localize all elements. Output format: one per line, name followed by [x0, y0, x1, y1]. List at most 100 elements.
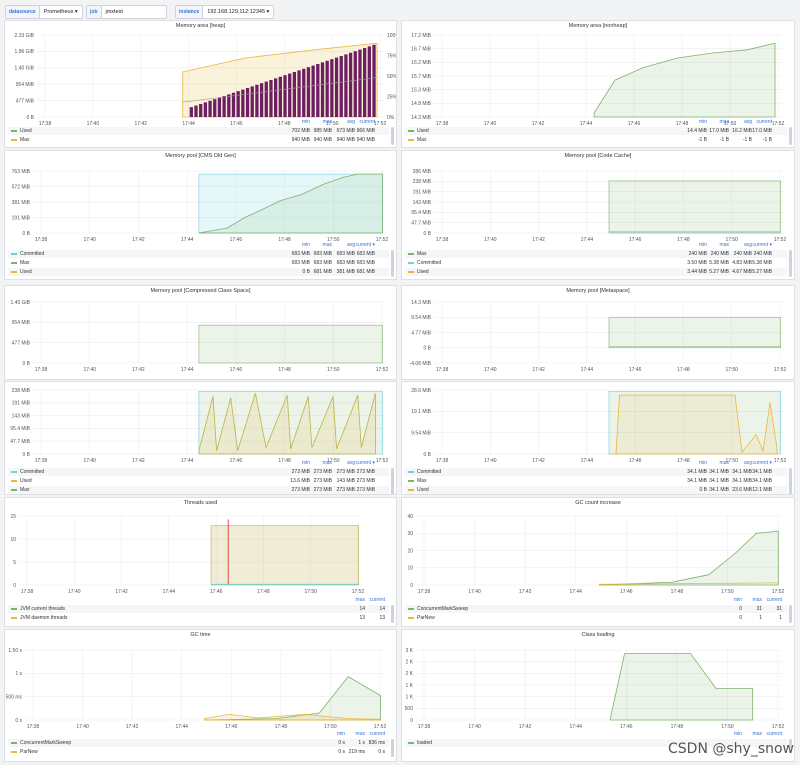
legend-header-current[interactable]: current: [756, 119, 772, 125]
legend-header-current[interactable]: current: [766, 597, 782, 603]
panel-survivor[interactable]: 28.6 MiB 19.1 MiB 9.54 MiB 0 B 17:38 17:40 17:…: [401, 381, 795, 495]
graph-gctime[interactable]: 1.50 s 1 s 500 ms 0 s 17:38 17:40 17:42 17:44 17…: [5, 630, 397, 762]
legend-series-name[interactable]: ConcurrentMarkSweep: [417, 606, 469, 612]
instance-variable[interactable]: instance 192.168.129.112:12345 ▾: [175, 5, 275, 19]
legend-header-max[interactable]: max: [719, 242, 729, 248]
panel-ccs[interactable]: Memory pool [Compressed Class Space] 1.40…: [4, 285, 397, 380]
legend-scrollbar[interactable]: [391, 468, 394, 494]
legend-scrollbar[interactable]: [789, 250, 792, 277]
panel-oldgen[interactable]: Memory pool [CMS Old Gen] 763 MiB 572 MiB 3…: [4, 150, 397, 280]
legend-header-max[interactable]: max: [752, 731, 762, 737]
graph-heap[interactable]: 2.33 GiB 1.86 GiB 1.40 GiB 954 MiB 477 MiB 0 …: [5, 21, 397, 148]
legend-series-name[interactable]: Committed: [417, 469, 442, 475]
graph-oldgen[interactable]: 763 MiB 572 MiB 381 MiB 191 MiB 0 B 17:38 17:4…: [5, 151, 397, 280]
legend-row[interactable]: Used 14.4 MiB 17.0 MiB 16.2 MiB 17.0 MiB: [405, 127, 787, 135]
legend-series-name[interactable]: ParNew: [20, 749, 38, 755]
legend-header-max[interactable]: max: [322, 242, 332, 248]
legend-header-min[interactable]: min: [301, 460, 310, 466]
legend-row[interactable]: Max 940 MiB 940 MiB 940 MiB 940 MiB: [8, 136, 389, 144]
panel-nonheap[interactable]: Memory area [nonheap] 17.2 MiB 16.7 MiB 16.…: [401, 20, 795, 148]
panel-title[interactable]: Memory pool [Code Cache]: [564, 153, 632, 159]
panel-eden[interactable]: 238 MiB 191 MiB 143 MiB 95.4 MiB 47.7 MiB 0 B…: [4, 381, 397, 495]
legend-row[interactable]: Committed 34.1 MiB 34.1 MiB 34.1 MiB 34.1 Mi…: [405, 468, 787, 476]
legend-series-name[interactable]: Used: [20, 269, 32, 275]
legend-row[interactable]: Max 34.1 MiB 34.1 MiB 34.1 MiB 34.1 MiB: [405, 477, 787, 485]
legend-scrollbar[interactable]: [391, 127, 394, 145]
legend-series-name[interactable]: Committed: [20, 469, 45, 475]
legend-row[interactable]: ConcurrentMarkSweep 0 s 1 s 836 ms: [8, 739, 389, 747]
legend-series-name[interactable]: JVM current threads: [20, 606, 66, 612]
legend-header-max[interactable]: max: [322, 460, 332, 466]
legend-series-name[interactable]: Max: [417, 137, 427, 143]
legend-header-avg[interactable]: avg: [743, 242, 752, 248]
legend-series-name[interactable]: Max: [20, 137, 30, 143]
legend-header-max[interactable]: max: [719, 460, 729, 466]
legend-header-max[interactable]: max: [752, 597, 762, 603]
panel-heap[interactable]: Memory area [heap] 2.33 GiB 1.86 GiB 1.40 G…: [4, 20, 397, 148]
legend-row[interactable]: JVM current threads 14 14: [8, 605, 389, 613]
legend-row[interactable]: Committed 273 MiB 273 MiB 273 MiB 273 MiB: [8, 468, 389, 476]
panel-title[interactable]: Memory area [nonheap]: [568, 23, 628, 29]
legend-header-current[interactable]: current: [369, 597, 385, 603]
legend-header-avg[interactable]: avg: [346, 242, 355, 248]
legend-series-name[interactable]: loaded: [417, 740, 433, 746]
legend-row[interactable]: Committed 3.50 MiB 5.38 MiB 4.83 MiB 5.38 Mi…: [405, 259, 787, 267]
graph-nonheap[interactable]: 17.2 MiB 16.7 MiB 16.2 MiB 15.7 MiB 15.3 MiB…: [402, 21, 795, 148]
legend-scrollbar[interactable]: [391, 250, 394, 277]
graph-classload[interactable]: 3 K 2 K 2 K 1 K 1 K 500 0 17:38 17:40 17:42 17:44 1…: [402, 630, 795, 762]
legend-header-current[interactable]: current: [359, 119, 375, 125]
graph-codecache[interactable]: 286 MiB 238 MiB 191 MiB 143 MiB 95.4 MiB 47.7…: [402, 151, 795, 280]
legend-scrollbar[interactable]: [391, 605, 394, 623]
job-variable[interactable]: job jmxtest: [86, 5, 167, 19]
legend-series-name[interactable]: Max: [20, 260, 30, 266]
legend-row[interactable]: Committed 683 MiB 683 MiB 683 MiB 683 MiB: [8, 250, 389, 258]
legend-header-current[interactable]: current: [369, 731, 385, 737]
legend-series-name[interactable]: Max: [417, 251, 427, 257]
legend-row[interactable]: JVM daemon threads 13 13: [8, 614, 389, 622]
panel-title[interactable]: Memory area [heap]: [175, 23, 226, 29]
legend-header-max[interactable]: max: [355, 731, 365, 737]
panel-threads[interactable]: Threads used 15 10 5 0 17:38 17:40 17:42 17:44 17…: [4, 497, 397, 627]
legend-header-current[interactable]: current ▾: [355, 242, 375, 248]
panel-gccount[interactable]: GC count increase 40 30 20 10 0 17:38 17:40 17:4…: [401, 497, 795, 627]
legend-header-min[interactable]: min: [301, 119, 310, 125]
legend-series-name[interactable]: Committed: [20, 251, 45, 257]
legend-scrollbar[interactable]: [789, 739, 792, 748]
legend-series-name[interactable]: Max: [20, 487, 30, 493]
datasource-select[interactable]: Prometheus ▾: [43, 9, 78, 15]
legend-header-avg[interactable]: avg: [743, 119, 752, 125]
legend-row[interactable]: Max 240 MiB 240 MiB 240 MiB 240 MiB: [405, 250, 787, 258]
legend-series-name[interactable]: Used: [20, 128, 32, 134]
legend-series-name[interactable]: ConcurrentMarkSweep: [20, 740, 72, 746]
datasource-variable[interactable]: datasource Prometheus ▾: [5, 5, 83, 19]
legend-header-current[interactable]: current: [766, 731, 782, 737]
legend-header-min[interactable]: min: [301, 242, 310, 248]
legend-row[interactable]: ParNew 0 1 1: [405, 614, 787, 622]
graph-threads[interactable]: 15 10 5 0 17:38 17:40 17:42 17:44 17:46 17:48 17:5…: [5, 498, 397, 627]
legend-header-min[interactable]: min: [698, 242, 707, 248]
panel-codecache[interactable]: Memory pool [Code Cache] 286 MiB 238 MiB 19…: [401, 150, 795, 280]
legend-row[interactable]: Max -1 B -1 B -1 B -1 B: [405, 136, 787, 144]
legend-header-min[interactable]: min: [698, 119, 707, 125]
graph-survivor[interactable]: 28.6 MiB 19.1 MiB 9.54 MiB 0 B 17:38 17:40 17:…: [402, 382, 795, 495]
legend-header-avg[interactable]: avg: [743, 460, 752, 466]
panel-title[interactable]: Threads used: [183, 500, 218, 506]
legend-header-max[interactable]: max: [719, 119, 729, 125]
legend-series-name[interactable]: ParNew: [417, 615, 435, 621]
legend-series-name[interactable]: Committed: [417, 260, 442, 266]
legend-row[interactable]: loaded: [405, 739, 787, 747]
legend-row[interactable]: Used 0 B 681 MiB 381 MiB 681 MiB: [8, 268, 389, 276]
legend-row[interactable]: Max 683 MiB 683 MiB 683 MiB 683 MiB: [8, 259, 389, 267]
legend-header-avg[interactable]: avg: [346, 460, 355, 466]
legend-scrollbar[interactable]: [789, 468, 792, 494]
legend-header-min[interactable]: min: [733, 731, 742, 737]
panel-gctime[interactable]: GC time 1.50 s 1 s 500 ms 0 s 17:38 17:40 17:42…: [4, 629, 397, 762]
legend-header-min[interactable]: min: [698, 460, 707, 466]
graph-ccs[interactable]: 1.40 GiB 954 MiB 477 MiB 0 B 17:38 17:40 17:42…: [5, 286, 397, 380]
panel-classload[interactable]: Class loading 3 K 2 K 2 K 1 K 1 K 500 0 17:38 17:…: [401, 629, 795, 762]
panel-title[interactable]: GC count increase: [575, 500, 621, 506]
legend-header-current[interactable]: current ▾: [752, 242, 772, 248]
legend-row[interactable]: ConcurrentMarkSweep 0 31 31: [405, 605, 787, 613]
legend-series-name[interactable]: Used: [417, 128, 429, 134]
legend-scrollbar[interactable]: [789, 127, 792, 145]
